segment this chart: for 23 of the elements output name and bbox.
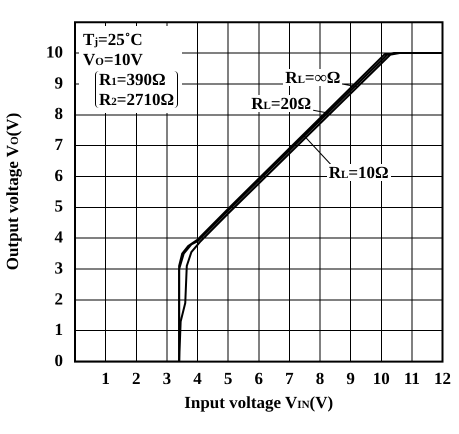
y-tick-label: 3 xyxy=(54,258,63,278)
x-tick-label: 11 xyxy=(404,369,420,388)
x-tick-label: 12 xyxy=(434,369,451,388)
x-tick-label: 9 xyxy=(346,369,355,388)
x-tick-label: 2 xyxy=(132,369,140,388)
y-tick-label: 1 xyxy=(54,320,63,340)
x-tick-label: 7 xyxy=(285,369,294,388)
x-tick-label: 8 xyxy=(316,369,324,388)
y-tick-label: 7 xyxy=(54,135,64,154)
y-tick-label: 4 xyxy=(54,228,64,247)
x-tick-label: 4 xyxy=(193,369,202,388)
x-tick-label: 6 xyxy=(254,369,263,388)
x-tick-label: 5 xyxy=(224,369,232,388)
y-tick-label: 8 xyxy=(54,104,63,124)
x-tick-label: 1 xyxy=(101,369,110,388)
y-tick-label: 0 xyxy=(54,350,63,370)
y-tick-label: 6 xyxy=(54,166,63,185)
x-tick-label: 10 xyxy=(372,369,390,388)
x-tick-label: 3 xyxy=(162,369,172,388)
y-tick-label: 10 xyxy=(46,42,63,62)
y-tick-label: 2 xyxy=(54,289,63,308)
y-tick-label: 9 xyxy=(54,73,63,92)
y-tick-label: 5 xyxy=(54,196,63,216)
